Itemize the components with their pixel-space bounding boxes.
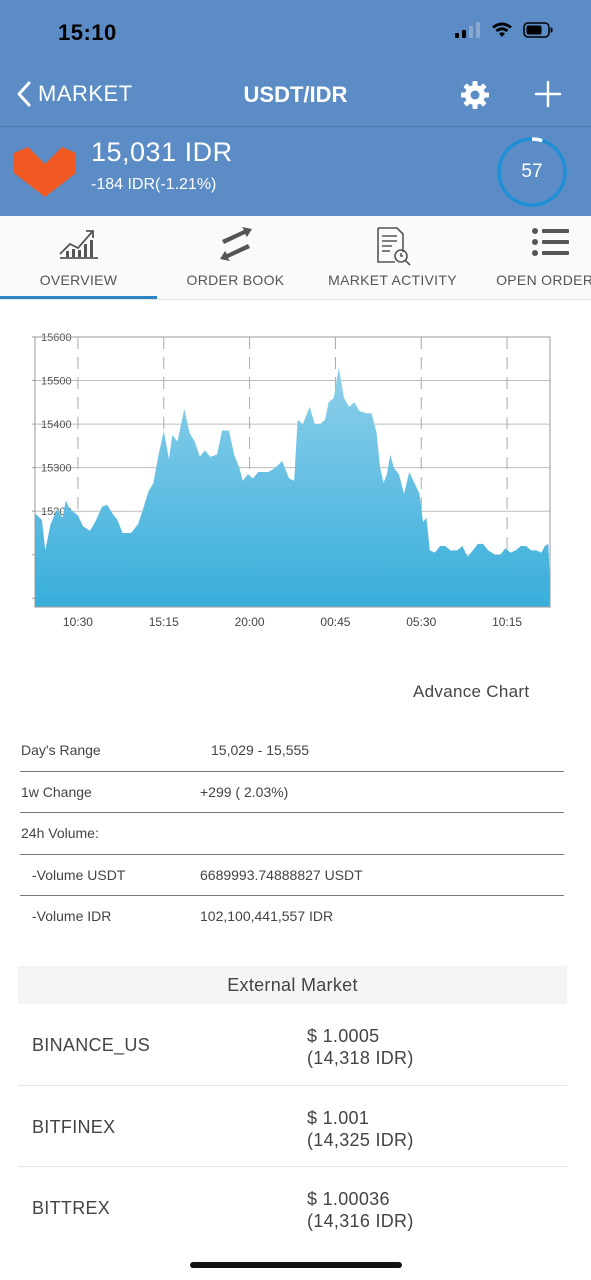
stat-value: +299 ( 2.03%)	[200, 783, 289, 800]
refresh-timer[interactable]: 57	[496, 136, 568, 208]
price-area-chart[interactable]: 1560015500154001530015200151001500010:30…	[0, 320, 591, 640]
wifi-icon	[492, 22, 512, 37]
stat-label: Day's Range	[21, 742, 101, 758]
chevron-left-icon	[17, 81, 31, 107]
back-button[interactable]: MARKET	[16, 80, 133, 108]
tab-overview-label: OVERVIEW	[39, 272, 118, 288]
exchange-price-idr: (14,316 IDR)	[307, 1211, 414, 1231]
stat-value: 6689993.74888827 USDT	[200, 866, 363, 883]
exchange-price-usd: $ 1.00036	[307, 1189, 390, 1209]
price-chart[interactable]: 1560015500154001530015200151001500010:30…	[0, 320, 591, 640]
tab-market-activity-label: MARKET ACTIVITY	[328, 272, 457, 288]
document-search-icon	[376, 227, 411, 266]
stat-value: 102,100,441,557 IDR	[200, 908, 334, 924]
add-button[interactable]	[534, 80, 562, 113]
status-time: 15:10	[58, 20, 117, 45]
exchange-price: $ 1.0005 (14,318 IDR)	[307, 1025, 414, 1069]
list-icon	[531, 228, 569, 256]
x-tick-label: 15:15	[149, 615, 179, 629]
plot-border	[34, 336, 551, 608]
x-tick-label: 00:45	[320, 615, 350, 629]
home-indicator	[190, 1262, 402, 1268]
stat-row-volume-idr: -Volume IDR 102,100,441,557 IDR	[20, 896, 564, 938]
down-trend-icon	[14, 147, 76, 197]
cellular-signal-icon	[455, 22, 480, 38]
price-change: -184 IDR(-1.21%)	[91, 176, 217, 193]
nav-bar: MARKET USDT/IDR	[0, 64, 591, 126]
tab-open-orders-label: OPEN ORDERS	[496, 272, 591, 288]
timer-count: 57	[521, 161, 543, 182]
status-bar: 15:10	[0, 0, 591, 64]
market-stats: Day's Range 15,029 - 15,555 1w Change +2…	[20, 730, 564, 938]
external-market-row[interactable]: BITTREX $ 1.00036 (14,316 IDR)	[18, 1167, 567, 1249]
stat-row-24h-volume: 24h Volume:	[20, 813, 564, 855]
tab-open-orders[interactable]: OPEN ORDERS	[471, 216, 591, 299]
exchange-price: $ 1.001 (14,325 IDR)	[307, 1107, 414, 1151]
back-label: MARKET	[38, 81, 133, 106]
active-tab-indicator	[0, 296, 157, 299]
price-header: 15,031 IDR -184 IDR(-1.21%) 57	[0, 126, 591, 216]
external-market-header: External Market	[18, 966, 567, 1004]
y-tick-label: 15500	[41, 376, 72, 388]
tab-market-activity[interactable]: MARKET ACTIVITY	[314, 216, 471, 299]
exchange-price-idr: (14,318 IDR)	[307, 1048, 414, 1068]
settings-button[interactable]	[460, 80, 490, 115]
price-area	[35, 367, 550, 607]
stat-label: 24h Volume:	[21, 825, 99, 841]
exchange-name: BITTREX	[32, 1198, 111, 1218]
last-price: 15,031 IDR	[91, 137, 233, 167]
external-market-row[interactable]: BINANCE_US $ 1.0005 (14,318 IDR)	[18, 1004, 567, 1086]
advance-chart-link[interactable]: Advance Chart	[413, 682, 530, 701]
timer-ring-icon	[497, 137, 567, 207]
exchange-name: BITFINEX	[32, 1116, 116, 1137]
y-tick-label: 15300	[41, 463, 72, 475]
exchange-name: BINANCE_US	[32, 1035, 151, 1055]
stat-row-1w-change: 1w Change +299 ( 2.03%)	[20, 772, 564, 813]
stat-label: -Volume IDR	[32, 908, 112, 924]
gear-icon	[461, 81, 489, 109]
exchange-arrows-icon	[219, 227, 252, 261]
stat-row-volume-usdt: -Volume USDT 6689993.74888827 USDT	[20, 855, 564, 896]
stat-value: 15,029 - 15,555	[211, 742, 310, 758]
external-market-list: BINANCE_US $ 1.0005 (14,318 IDR) BITFINE…	[18, 1004, 567, 1249]
tab-order-book-label: ORDER BOOK	[186, 272, 285, 288]
exchange-price-idr: (14,325 IDR)	[307, 1129, 414, 1150]
exchange-price-usd: $ 1.0005	[307, 1026, 380, 1046]
x-tick-label: 05:30	[406, 615, 436, 629]
y-tick-label: 15600	[41, 332, 72, 344]
page-title: USDT/IDR	[243, 82, 348, 107]
tab-overview[interactable]: OVERVIEW	[0, 216, 157, 299]
plus-icon	[534, 80, 562, 108]
stat-label: 1w Change	[21, 783, 92, 800]
tab-bar: OVERVIEW ORDER BOOK MARKET ACTIVITY	[0, 216, 591, 300]
stat-row-days-range: Day's Range 15,029 - 15,555	[20, 730, 564, 772]
exchange-price-usd: $ 1.001	[307, 1107, 370, 1128]
exchange-price: $ 1.00036 (14,316 IDR)	[307, 1188, 414, 1232]
battery-icon	[523, 22, 553, 38]
x-tick-label: 10:15	[492, 615, 522, 629]
status-icons	[455, 22, 553, 38]
growth-chart-icon	[58, 230, 98, 259]
stat-label: -Volume USDT	[32, 866, 126, 883]
external-market-row[interactable]: BITFINEX $ 1.001 (14,325 IDR)	[18, 1086, 567, 1167]
x-tick-label: 20:00	[235, 615, 265, 629]
tab-order-book[interactable]: ORDER BOOK	[157, 216, 314, 299]
x-tick-label: 10:30	[63, 615, 93, 629]
y-tick-label: 15400	[41, 419, 72, 431]
